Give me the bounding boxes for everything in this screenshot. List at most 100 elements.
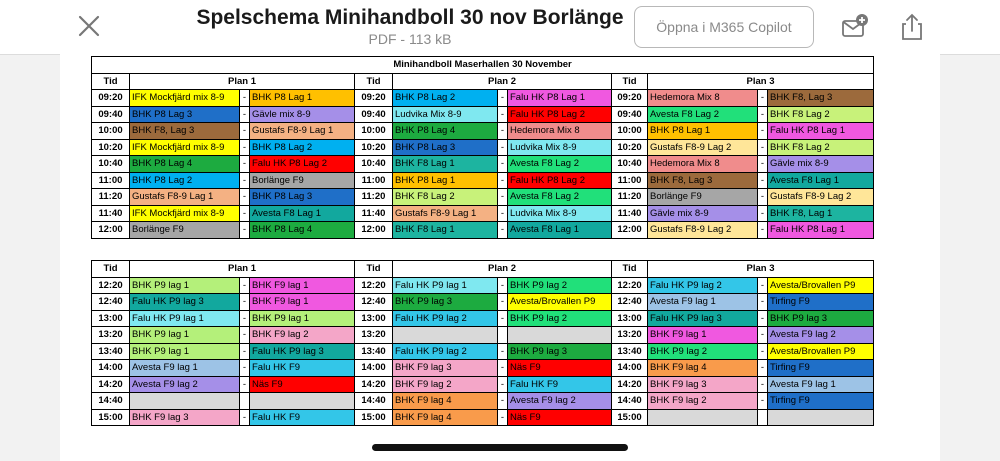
dash-cell: - [239,221,250,239]
time-cell: 10:40 [354,155,393,173]
time-column-header: Tid [611,260,648,278]
time-cell: 10:40 [611,155,648,173]
mail-add-icon[interactable] [840,12,870,42]
dash-cell: - [239,105,250,123]
plan-header: Plan 3 [646,72,875,90]
away-team-cell: Näs F9 [507,408,612,426]
home-team-cell: BHK P9 lag 1 [129,276,240,294]
close-icon[interactable] [76,13,102,39]
away-team-cell: Avesta F8 Lag 1 [249,204,355,222]
away-team-cell: BHK P8 Lag 3 [249,188,355,206]
time-cell: 10:20 [91,138,130,156]
plan-header: Plan 1 [129,260,355,278]
away-team-cell: Gävle mix 8-9 [249,105,355,123]
dash-cell: - [497,155,508,173]
table-row: 13:00 Falu HK P9 lag 1- BHK P9 lag 1 13:00 F… [91,309,874,327]
plan-header: Plan 2 [392,260,612,278]
dash-cell: - [757,188,768,206]
dash-cell: - [239,293,250,311]
away-team-cell: BHK F8, Lag 1 [766,204,875,222]
dash-cell: - [497,204,508,222]
dash-cell: - [239,89,250,107]
home-team-cell: Avesta F8 Lag 2 [647,105,758,123]
time-cell: 12:20 [611,276,648,294]
time-cell: 13:40 [91,342,130,360]
away-team-cell: Tirfing F9 [767,359,874,377]
home-team-cell: BHK F9 lag 4 [647,359,758,377]
document-title-row: Minihandboll Maserhallen 30 November [90,56,875,74]
away-team-cell: Hedemora Mix 8 [507,122,612,140]
home-team-cell: BHK P9 lag 2 [647,342,758,360]
time-cell: 14:00 [91,359,130,377]
document-title: Spelschema Minihandboll 30 nov Borlänge [196,6,624,29]
time-cell: 13:00 [354,309,393,327]
dash-cell: - [239,276,250,294]
dash-cell: - [497,105,508,123]
table-row: 12:40 Falu HK P9 lag 3- BHK F9 lag 1 12:40 B… [91,293,874,311]
away-team-cell: BHK P9 lag 1 [249,309,355,327]
time-cell: 14:20 [611,375,648,393]
time-cell: 12:40 [611,293,648,311]
dash-cell: - [239,138,250,156]
away-team-cell: BHK P9 lag 3 [767,309,874,327]
home-team-cell: BHK F8 Lag 2 [392,188,498,206]
home-team-cell: IFK Mockfjärd mix 8-9 [129,89,240,107]
time-cell: 14:20 [354,375,393,393]
home-indicator [372,444,628,451]
away-team-cell: Tirfing F9 [767,392,874,410]
time-cell: 10:40 [91,155,130,173]
home-team-cell: BHK F9 lag 3 [647,375,758,393]
dash-cell: - [497,359,508,377]
dash-cell: - [239,375,250,393]
home-team-cell: BHK F9 lag 2 [647,392,758,410]
time-cell: 10:00 [91,122,130,140]
table-row: 15:00 BHK F9 lag 3- Falu HK F9 15:00 BHK F9 … [91,408,874,426]
home-team-cell: BHK F9 lag 4 [392,392,498,410]
home-team-cell: Falu HK P9 lag 3 [647,309,758,327]
away-team-cell: Falu HK P8 Lag 1 [507,89,612,107]
time-column-header: Tid [354,260,393,278]
dash-cell: - [757,138,768,156]
time-cell: 12:20 [91,276,130,294]
away-team-cell: Avesta F9 lag 1 [767,375,874,393]
share-icon[interactable] [897,12,927,42]
home-team-cell: BHK P8 Lag 1 [392,171,498,189]
time-cell: 10:00 [354,122,393,140]
home-team-cell: Gustafs F8-9 Lag 1 [392,204,498,222]
dash-cell: - [497,408,508,426]
table-row: 11:40 IFK Mockfjärd mix 8-9- Avesta F8 Lag… [91,204,875,222]
home-team-cell: Gustafs F8-9 Lag 2 [647,138,758,156]
time-cell: 10:20 [354,138,393,156]
time-cell: 13:00 [91,309,130,327]
home-team-cell: Avesta F9 lag 2 [129,375,240,393]
dash-cell [497,326,508,344]
home-team-cell: BHK F9 lag 3 [392,359,498,377]
away-team-cell: BHK F9 lag 1 [249,276,355,294]
home-team-cell: Falu HK P9 lag 1 [392,276,498,294]
time-cell: 09:40 [354,105,393,123]
time-cell: 09:20 [354,89,393,107]
dash-cell: - [239,122,250,140]
away-team-cell: BHK P9 lag 2 [507,276,612,294]
home-team-cell: Gustafs F8-9 Lag 1 [129,188,240,206]
time-cell: 11:20 [91,188,130,206]
time-cell: 13:00 [611,309,648,327]
open-in-copilot-button[interactable]: Öppna i M365 Copilot [634,6,814,48]
home-team-cell: Falu HK P9 lag 2 [392,342,498,360]
dash-cell: - [239,309,250,327]
away-team-cell: Avesta F8 Lag 2 [507,188,612,206]
home-team-cell: Hedemora Mix 8 [647,89,758,107]
home-team-cell: BHK F8, Lag 3 [129,122,240,140]
home-team-cell: BHK P9 lag 3 [392,293,498,311]
dash-cell: - [757,359,768,377]
time-cell: 12:00 [354,221,393,239]
dash-cell: - [497,276,508,294]
away-team-cell: Falu HK P9 lag 3 [249,342,355,360]
dash-cell: - [239,326,250,344]
away-team-cell: Borlänge F9 [249,171,355,189]
dash-cell: - [757,155,768,173]
home-team-cell: BHK P9 lag 1 [129,342,240,360]
dash-cell: - [239,188,250,206]
